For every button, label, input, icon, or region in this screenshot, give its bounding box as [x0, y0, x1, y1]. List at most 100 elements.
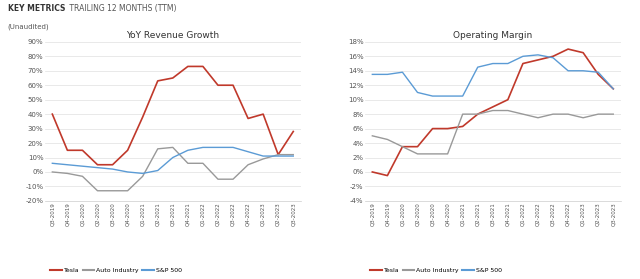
- Tesla: [214, 83, 222, 87]
- Auto Industry: [124, 189, 131, 193]
- Tesla: [444, 127, 451, 130]
- S&P 500: [429, 94, 436, 98]
- S&P 500: [79, 165, 86, 168]
- Auto Industry: [519, 112, 527, 116]
- Title: Operating Margin: Operating Margin: [453, 31, 532, 40]
- Auto Industry: [244, 163, 252, 166]
- S&P 500: [459, 94, 467, 98]
- Tesla: [184, 65, 192, 68]
- S&P 500: [93, 166, 101, 169]
- S&P 500: [383, 73, 391, 76]
- Tesla: [564, 47, 572, 51]
- S&P 500: [259, 154, 267, 158]
- S&P 500: [609, 87, 617, 90]
- Title: YoY Revenue Growth: YoY Revenue Growth: [126, 31, 220, 40]
- Auto Industry: [579, 116, 587, 119]
- Auto Industry: [229, 177, 237, 181]
- Tesla: [199, 65, 207, 68]
- Auto Industry: [214, 177, 222, 181]
- Auto Industry: [399, 145, 406, 148]
- S&P 500: [49, 162, 56, 165]
- S&P 500: [595, 71, 602, 74]
- S&P 500: [413, 91, 421, 94]
- S&P 500: [244, 150, 252, 153]
- Tesla: [169, 76, 177, 80]
- Auto Industry: [93, 189, 101, 193]
- Tesla: [289, 130, 297, 133]
- S&P 500: [444, 94, 451, 98]
- S&P 500: [504, 62, 512, 65]
- Tesla: [383, 174, 391, 177]
- Tesla: [595, 73, 602, 76]
- S&P 500: [124, 170, 131, 174]
- Line: Tesla: Tesla: [52, 66, 293, 165]
- Auto Industry: [429, 152, 436, 156]
- S&P 500: [369, 73, 376, 76]
- Line: Tesla: Tesla: [372, 49, 613, 175]
- Tesla: [93, 163, 101, 166]
- Tesla: [429, 127, 436, 130]
- Tesla: [229, 83, 237, 87]
- Auto Industry: [459, 112, 467, 116]
- Auto Industry: [169, 146, 177, 149]
- Auto Industry: [504, 109, 512, 112]
- Legend: Tesla, Auto Industry, S&P 500: Tesla, Auto Industry, S&P 500: [368, 266, 504, 276]
- S&P 500: [519, 55, 527, 58]
- Tesla: [534, 58, 542, 62]
- S&P 500: [275, 154, 282, 158]
- Auto Industry: [259, 157, 267, 161]
- Auto Industry: [199, 162, 207, 165]
- S&P 500: [199, 146, 207, 149]
- Tesla: [79, 149, 86, 152]
- Auto Industry: [444, 152, 451, 156]
- Tesla: [549, 55, 557, 58]
- Tesla: [109, 163, 116, 166]
- S&P 500: [139, 172, 147, 175]
- Auto Industry: [549, 112, 557, 116]
- Auto Industry: [63, 172, 71, 175]
- Tesla: [139, 115, 147, 119]
- S&P 500: [184, 149, 192, 152]
- S&P 500: [169, 156, 177, 159]
- S&P 500: [489, 62, 497, 65]
- Auto Industry: [369, 134, 376, 138]
- Tesla: [459, 125, 467, 128]
- Line: Auto Industry: Auto Industry: [372, 110, 613, 154]
- S&P 500: [154, 169, 161, 172]
- Tesla: [275, 153, 282, 156]
- Tesla: [504, 98, 512, 101]
- Auto Industry: [564, 112, 572, 116]
- Tesla: [154, 79, 161, 83]
- Tesla: [49, 112, 56, 116]
- Line: Auto Industry: Auto Industry: [52, 147, 293, 191]
- Auto Industry: [474, 112, 481, 116]
- Auto Industry: [49, 170, 56, 174]
- Tesla: [259, 112, 267, 116]
- Tesla: [579, 51, 587, 54]
- Tesla: [609, 87, 617, 90]
- Tesla: [244, 117, 252, 120]
- Tesla: [519, 62, 527, 65]
- S&P 500: [564, 69, 572, 73]
- Auto Industry: [275, 153, 282, 156]
- S&P 500: [474, 66, 481, 69]
- Text: TRAILING 12 MONTHS (TTM): TRAILING 12 MONTHS (TTM): [67, 4, 177, 13]
- Auto Industry: [489, 109, 497, 112]
- S&P 500: [579, 69, 587, 73]
- Tesla: [399, 145, 406, 148]
- Auto Industry: [289, 153, 297, 156]
- Auto Industry: [154, 147, 161, 150]
- Tesla: [124, 149, 131, 152]
- S&P 500: [214, 146, 222, 149]
- Tesla: [489, 105, 497, 109]
- Line: S&P 500: S&P 500: [52, 147, 293, 174]
- Auto Industry: [79, 175, 86, 178]
- Auto Industry: [109, 189, 116, 193]
- Auto Industry: [595, 112, 602, 116]
- S&P 500: [534, 53, 542, 57]
- Line: S&P 500: S&P 500: [372, 55, 613, 96]
- S&P 500: [549, 56, 557, 59]
- Auto Industry: [609, 112, 617, 116]
- S&P 500: [63, 163, 71, 166]
- S&P 500: [289, 154, 297, 158]
